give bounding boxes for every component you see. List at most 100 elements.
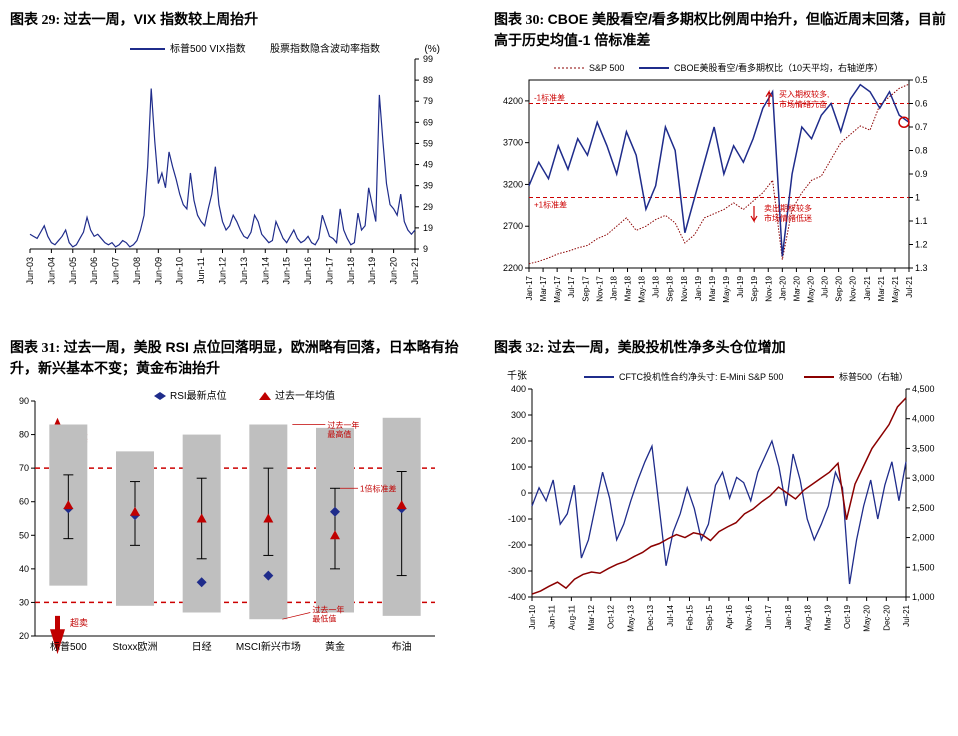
title-text: 过去一周，美股投机性净多头仓位增加 [548,339,786,355]
svg-text:0.9: 0.9 [915,169,928,179]
title-number: 31: [42,341,64,356]
svg-text:2,500: 2,500 [912,503,935,513]
svg-text:60: 60 [19,497,29,507]
svg-text:Sep-17: Sep-17 [581,276,590,302]
svg-text:Jun-03: Jun-03 [25,257,35,285]
svg-text:Sep-15: Sep-15 [705,604,714,630]
svg-text:市场情绪低迷: 市场情绪低迷 [764,213,812,223]
svg-text:Mar-18: Mar-18 [624,276,633,302]
title-prefix: 图表 [10,341,42,356]
svg-text:2200: 2200 [503,263,523,273]
svg-text:9: 9 [423,244,428,254]
svg-text:May-19: May-19 [722,276,731,303]
svg-text:RSI最新点位: RSI最新点位 [170,389,227,402]
svg-text:Jun-17: Jun-17 [764,604,773,629]
svg-text:Jul-21: Jul-21 [905,276,914,298]
chart-32: 图表 32: 过去一周，美股投机性净多头仓位增加 千张CFTC投机性合约净头寸:… [494,338,948,666]
svg-text:Jun-16: Jun-16 [303,257,313,285]
svg-text:Jul-17: Jul-17 [567,276,576,298]
svg-text:Mar-17: Mar-17 [539,276,548,302]
svg-text:-400: -400 [508,592,526,602]
chart-32-svg: 千张CFTC投机性合约净头寸: E-Mini S&P 500标普500（右轴）-… [494,367,944,647]
svg-text:卖出期权较多: 卖出期权较多 [764,203,812,213]
svg-text:Mar-20: Mar-20 [792,276,801,302]
svg-text:19: 19 [423,222,433,232]
chart-30-title: 图表 30: CBOE 美股看空/看多期权比例周中抬升，但临近周末回落，目前高于… [494,10,948,50]
chart-30-svg: S&P 500CBOE美股看空/看多期权比（10天平均，右轴逆序）2200270… [494,58,944,318]
svg-text:0.5: 0.5 [915,75,928,85]
svg-text:+1标准差: +1标准差 [534,200,567,210]
svg-text:Jun-12: Jun-12 [218,257,228,285]
svg-text:千张: 千张 [507,370,527,382]
chart-32-title: 图表 32: 过去一周，美股投机性净多头仓位增加 [494,338,948,359]
chart-31-title: 图表 31: 过去一周，美股 RSI 点位回落明显，欧洲略有回落，日本略有抬升，… [10,338,464,378]
svg-text:Jul-14: Jul-14 [666,604,675,626]
svg-text:1: 1 [915,193,920,203]
svg-text:过去一年: 过去一年 [312,605,344,615]
title-number: 32: [526,341,548,356]
svg-text:最低值: 最低值 [312,614,336,624]
svg-text:超卖: 超卖 [70,617,88,628]
svg-text:0: 0 [521,488,526,498]
title-number: 30: [526,13,548,28]
svg-text:1.1: 1.1 [915,216,928,226]
svg-text:布油: 布油 [392,640,412,653]
svg-text:最高值: 最高值 [327,429,351,439]
svg-text:Jan-20: Jan-20 [778,276,787,301]
svg-text:Feb-15: Feb-15 [685,604,694,630]
svg-text:-100: -100 [508,514,526,524]
svg-text:Jun-09: Jun-09 [153,257,163,285]
svg-text:Dec-20: Dec-20 [882,604,891,630]
svg-text:May-18: May-18 [638,276,647,303]
svg-text:0.6: 0.6 [915,99,928,109]
svg-text:400: 400 [511,384,526,394]
svg-text:39: 39 [423,180,433,190]
svg-text:100: 100 [511,462,526,472]
svg-text:Jan-11: Jan-11 [548,604,557,628]
svg-text:Mar-19: Mar-19 [823,604,832,630]
svg-text:May-20: May-20 [863,604,872,631]
svg-text:过去一年均值: 过去一年均值 [275,389,335,402]
svg-text:3200: 3200 [503,180,523,190]
svg-text:4,500: 4,500 [912,384,935,394]
title-text: 过去一周，美股 RSI 点位回落明显，欧洲略有回落，日本略有抬升，新兴基本不变；… [10,339,459,376]
svg-text:黄金: 黄金 [325,640,345,653]
svg-text:70: 70 [19,464,29,474]
svg-text:Jul-18: Jul-18 [652,276,661,298]
svg-text:49: 49 [423,159,433,169]
svg-text:Stoxx欧洲: Stoxx欧洲 [112,641,157,653]
chart-31: 图表 31: 过去一周，美股 RSI 点位回落明显，欧洲略有回落，日本略有抬升，… [10,338,464,666]
svg-text:CBOE美股看空/看多期权比（10天平均，右轴逆序）: CBOE美股看空/看多期权比（10天平均，右轴逆序） [674,62,883,73]
svg-text:3,000: 3,000 [912,473,935,483]
svg-text:日经: 日经 [192,640,212,653]
svg-text:200: 200 [511,436,526,446]
title-text: CBOE 美股看空/看多期权比例周中抬升，但临近周末回落，目前高于历史均值-1 … [494,11,946,48]
svg-text:50: 50 [19,531,29,541]
svg-text:40: 40 [19,564,29,574]
svg-text:Jun-10: Jun-10 [175,257,185,285]
svg-text:0.8: 0.8 [915,146,928,156]
svg-text:30: 30 [19,598,29,608]
svg-text:Jun-06: Jun-06 [89,257,99,285]
svg-text:4,000: 4,000 [912,413,935,423]
svg-text:Mar-19: Mar-19 [708,276,717,302]
svg-text:Jun-14: Jun-14 [260,257,270,285]
svg-text:4200: 4200 [503,96,523,106]
chart-30: 图表 30: CBOE 美股看空/看多期权比例周中抬升，但临近周末回落，目前高于… [494,10,948,318]
svg-text:May-13: May-13 [626,604,635,631]
svg-text:89: 89 [423,75,433,85]
svg-text:Jun-08: Jun-08 [132,257,142,285]
svg-text:Jun-21: Jun-21 [410,257,420,285]
title-text: 过去一周，VIX 指数较上周抬升 [64,11,258,27]
svg-text:99: 99 [423,54,433,64]
chart-29-title: 图表 29: 过去一周，VIX 指数较上周抬升 [10,10,464,31]
svg-text:Jun-07: Jun-07 [111,257,121,285]
svg-text:标普500: 标普500 [50,640,87,653]
svg-text:Jan-21: Jan-21 [863,276,872,301]
svg-text:Nov-17: Nov-17 [595,276,604,302]
svg-text:Jun-18: Jun-18 [346,257,356,285]
svg-text:Nov-18: Nov-18 [680,276,689,302]
svg-text:80: 80 [19,430,29,440]
title-prefix: 图表 [494,13,526,28]
svg-text:Jun-10: Jun-10 [528,604,537,629]
